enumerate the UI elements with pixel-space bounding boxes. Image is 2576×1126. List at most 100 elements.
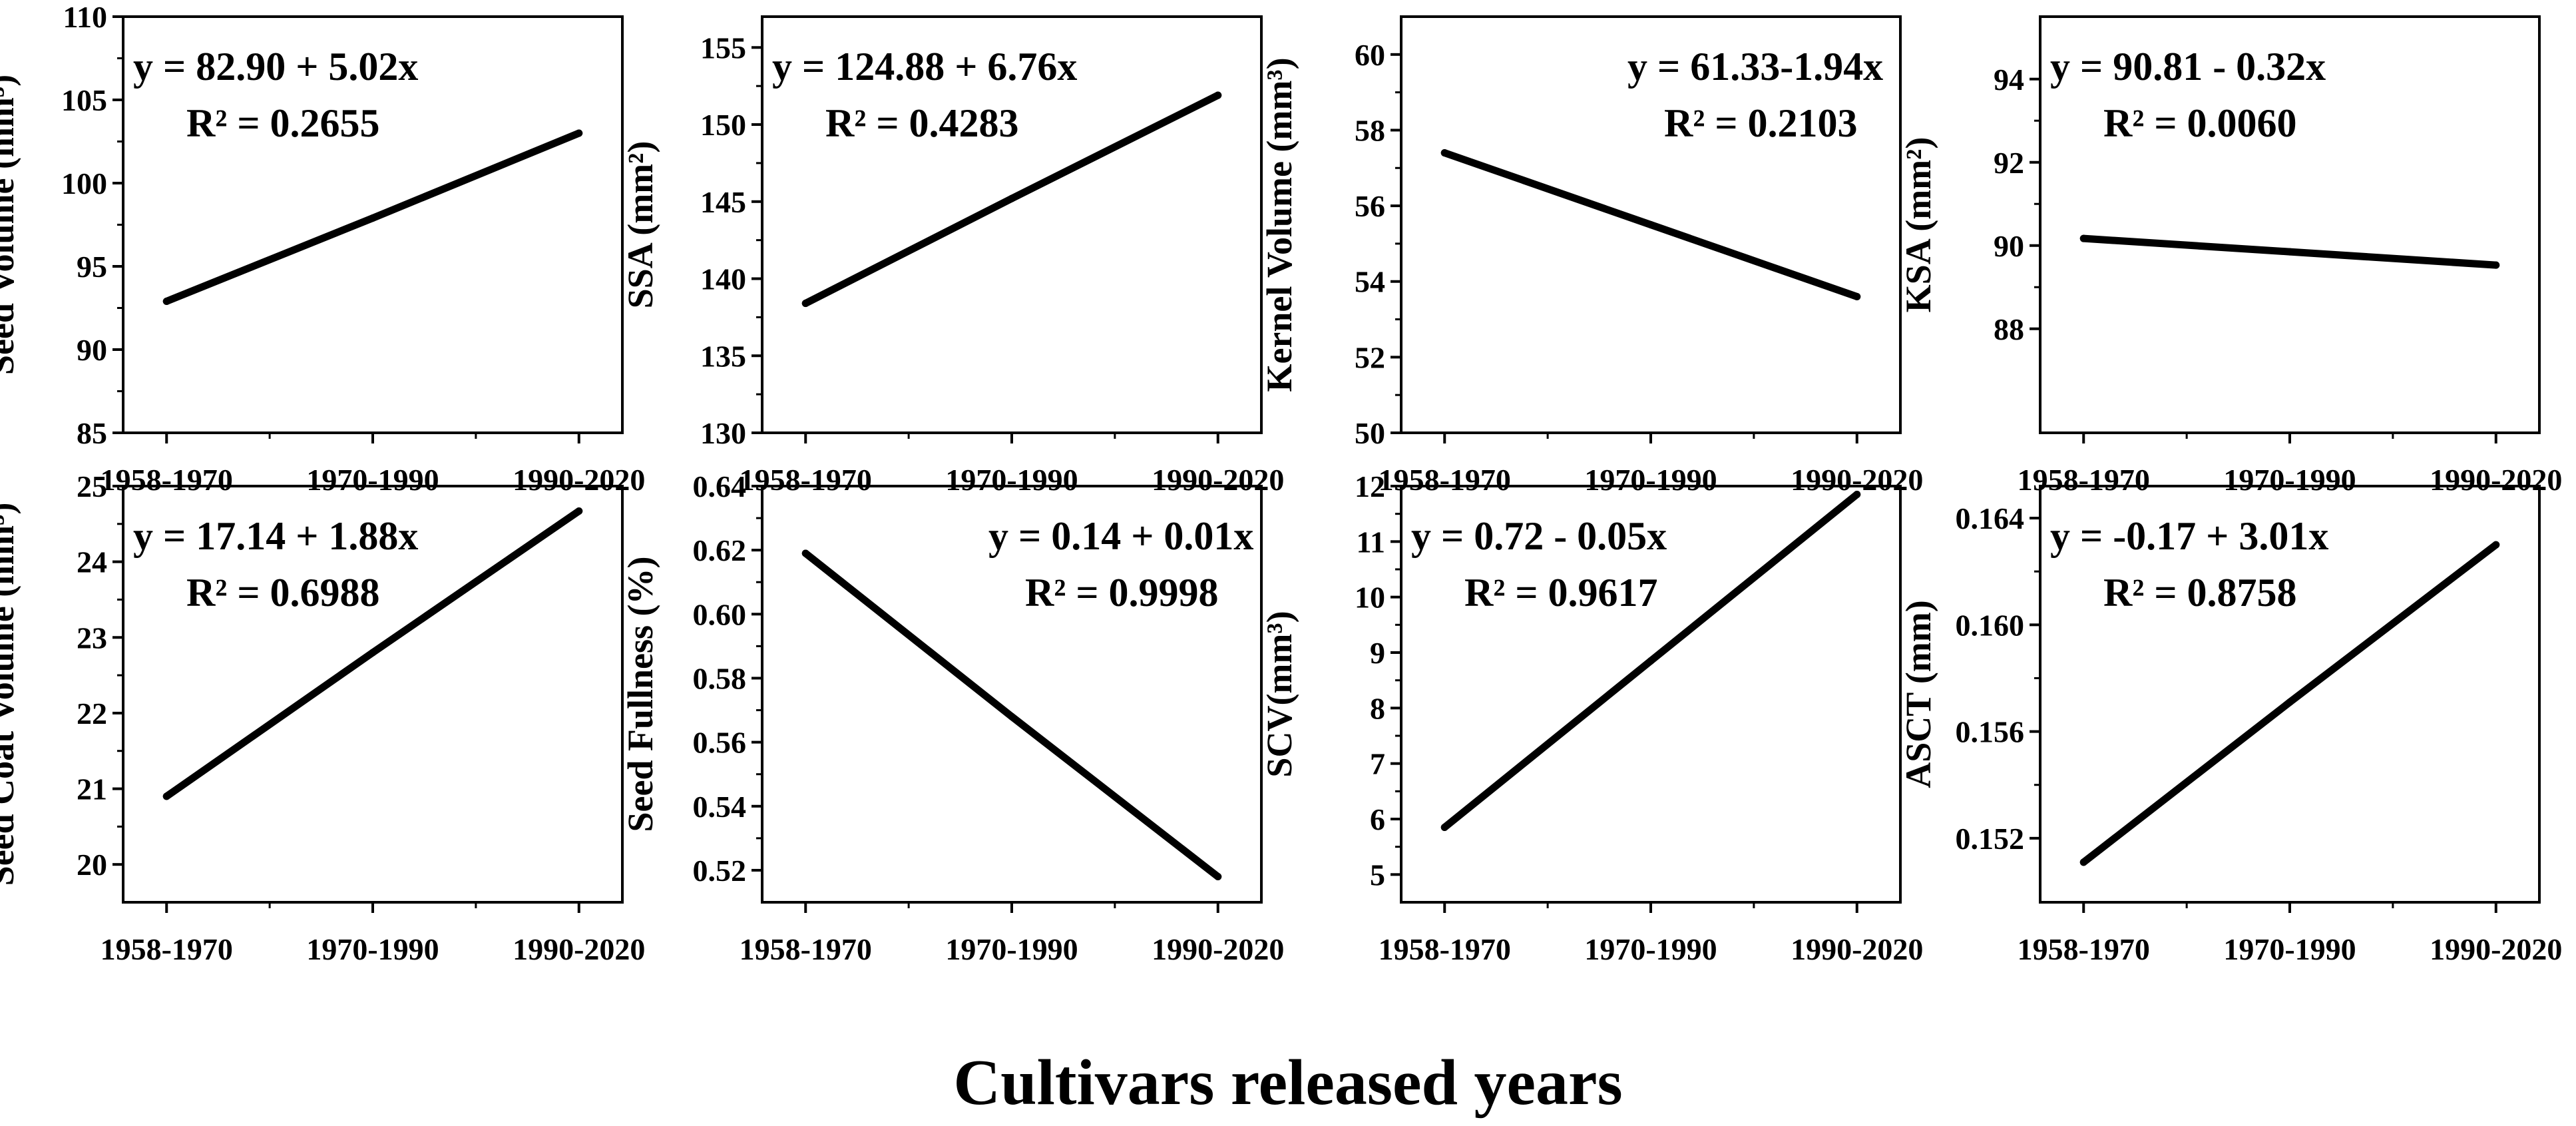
y-tick-label: 95 [77, 250, 107, 284]
x-tick-label: 1970-1990 [2223, 463, 2356, 497]
chart-panel-1: 85 90 95 100 105 110 1958-1970 1970-1990 1990-20… [0, 0, 645, 497]
y-tick-label: 0.156 [1956, 715, 2025, 749]
y-tick-label: 10 [1355, 581, 1385, 615]
regression-equation: y = 0.72 - 0.05x [1411, 514, 1667, 558]
data-point [162, 298, 170, 305]
regression-equation: y = 124.88 + 6.76x [772, 45, 1077, 89]
x-tick-label: 1990-2020 [513, 463, 645, 497]
y-axis-title: Seed Volume (mm³) [0, 75, 21, 375]
x-tick-label: 1990-2020 [2430, 463, 2562, 497]
data-point [575, 507, 583, 515]
data-point [2492, 261, 2500, 269]
regression-equation: y = 61.33-1.94x [1627, 45, 1883, 89]
y-tick-label: 9 [1370, 636, 1385, 670]
r-squared-label: R² = 0.9617 [1464, 571, 1658, 615]
x-tick-label: 1958-1970 [740, 463, 872, 497]
y-axis-title: SCV(mm³) [1259, 611, 1299, 777]
y-tick-label: 92 [1994, 146, 2024, 180]
x-tick-label: 1970-1990 [945, 932, 1078, 966]
x-tick-label: 1958-1970 [2018, 932, 2150, 966]
y-tick-label: 140 [700, 262, 746, 296]
y-tick-label: 50 [1355, 416, 1385, 450]
data-point [1853, 292, 1861, 300]
x-tick-label: 1970-1990 [1584, 932, 1717, 966]
regression-equation: y = -0.17 + 3.01x [2050, 514, 2328, 558]
x-tick-label: 1958-1970 [101, 463, 233, 497]
y-tick-label: 90 [77, 333, 107, 367]
regression-equation: y = 0.14 + 0.01x [988, 514, 1253, 558]
y-axis-title: Seed Coat Volume (mm³) [0, 503, 21, 886]
y-tick-label: 20 [77, 848, 107, 882]
y-tick-label: 0.160 [1956, 608, 2025, 642]
y-tick-label: 56 [1355, 189, 1385, 223]
y-tick-label: 54 [1355, 265, 1385, 299]
chart-panel-5: 20 21 22 23 24 25 1958-1970 1970-1990 1990-2020 S… [0, 469, 645, 966]
data-point [1008, 194, 1016, 202]
chart-panel-6: 0.52 0.54 0.56 0.58 0.60 0.62 0.64 1958-1970 197… [620, 469, 1284, 966]
x-tick-label: 1990-2020 [2430, 932, 2562, 966]
x-tick-label: 1970-1990 [1584, 463, 1717, 497]
x-tick-label: 1990-2020 [513, 932, 645, 966]
y-tick-label: 12 [1355, 469, 1385, 503]
y-tick-label: 105 [61, 83, 107, 117]
y-tick-label: 0.64 [693, 469, 747, 503]
x-tick-label: 1958-1970 [740, 932, 872, 966]
r-squared-label: R² = 0.0060 [2103, 101, 2297, 145]
y-tick-label: 110 [63, 0, 107, 34]
chart-panel-2: 130 135 140 145 150 155 1958-1970 1970-1990 1990… [620, 15, 1284, 497]
y-tick-label: 58 [1355, 113, 1385, 147]
data-point [1214, 873, 1222, 881]
y-tick-label: 150 [700, 108, 746, 142]
data-point [1440, 824, 1448, 831]
y-tick-label: 5 [1370, 858, 1385, 892]
data-point [1647, 657, 1655, 665]
data-point [2286, 248, 2294, 256]
data-point [369, 649, 377, 657]
y-tick-label: 90 [1994, 229, 2024, 263]
y-tick-label: 22 [77, 697, 107, 730]
r-squared-label: R² = 0.6988 [186, 571, 380, 615]
y-axis-title: SSA (mm²) [620, 141, 660, 309]
r-squared-label: R² = 0.8758 [2103, 571, 2297, 615]
y-tick-label: 60 [1355, 38, 1385, 72]
x-tick-label: 1970-1990 [306, 463, 439, 497]
chart-panel-7: 5 6 7 8 9 10 11 12 1958-1970 1970-1990 1990-2020 SC… [1259, 469, 1923, 966]
data-point [2079, 858, 2087, 866]
y-tick-label: 0.60 [693, 597, 747, 631]
regression-equation: y = 17.14 + 1.88x [133, 514, 418, 558]
data-point [1440, 149, 1448, 157]
y-tick-label: 145 [700, 185, 746, 219]
x-tick-label: 1958-1970 [101, 932, 233, 966]
y-tick-label: 24 [77, 545, 107, 579]
y-tick-label: 6 [1370, 802, 1385, 836]
y-tick-label: 100 [61, 166, 107, 200]
y-tick-label: 7 [1370, 747, 1385, 781]
x-tick-label: 1970-1990 [2223, 932, 2356, 966]
y-tick-label: 11 [1357, 525, 1385, 559]
data-point [575, 129, 583, 137]
y-tick-label: 94 [1994, 63, 2024, 97]
data-point [2286, 699, 2294, 706]
data-point [801, 549, 809, 557]
regression-equation: y = 90.81 - 0.32x [2050, 45, 2326, 89]
y-tick-label: 25 [77, 469, 107, 503]
y-tick-label: 23 [77, 621, 107, 655]
y-tick-label: 0.62 [693, 533, 747, 567]
data-point [801, 300, 809, 308]
x-tick-label: 1958-1970 [1379, 463, 1511, 497]
data-point [1647, 221, 1655, 228]
y-tick-label: 0.52 [693, 854, 747, 888]
data-point [2492, 541, 2500, 549]
r-squared-label: R² = 0.2103 [1664, 101, 1858, 145]
x-tick-label: 1990-2020 [1152, 463, 1284, 497]
chart-panel-4: 88 90 92 94 1958-1970 1970-1990 1990-2020 KSA (… [1898, 15, 2562, 497]
y-axis-title: Kernel Volume (mm³) [1259, 57, 1299, 392]
data-point [2079, 234, 2087, 242]
data-point [1853, 491, 1861, 498]
y-tick-label: 135 [700, 339, 746, 373]
data-point [1008, 712, 1016, 720]
y-axis-title: Seed Fullness (%) [620, 556, 660, 832]
